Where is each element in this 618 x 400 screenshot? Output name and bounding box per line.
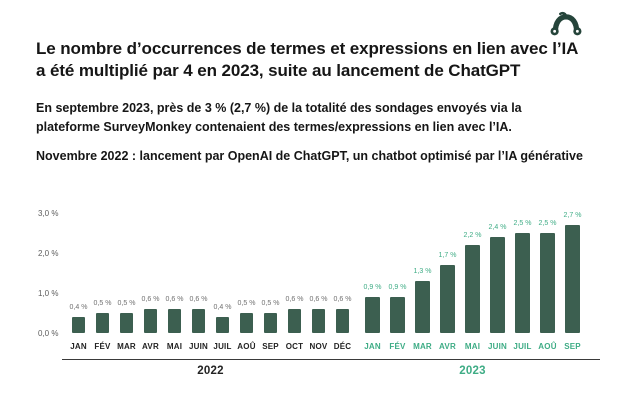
bar-value-label: 0,6 % [141, 296, 160, 303]
bar-value-label: 2,7 % [563, 212, 582, 219]
x-axis-month-label: MAI [464, 342, 481, 351]
chatgpt-launch-note: Novembre 2022 : lancement par OpenAI de … [36, 149, 583, 163]
x-axis-month-label: JUIL [513, 342, 532, 351]
bar-2023-mai [465, 245, 480, 333]
bar-2022-sep [264, 313, 277, 333]
x-axis-month-label: SEP [262, 342, 279, 351]
x-axis-month-label: MAR [117, 342, 136, 351]
x-axis-month-label: JUIN [188, 342, 209, 351]
year-label-2022: 2022 [197, 365, 224, 377]
bar-chart: 0,0 % 1,0 % 2,0 % 3,0 % 0,4 % JAN 0,5 % FÉV 0,5 … [36, 196, 602, 392]
x-axis-month-label: OCT [285, 342, 304, 351]
x-axis-month-label: AVR [439, 342, 456, 351]
bar-2022-avr [144, 309, 157, 333]
x-axis-month-label: FÉV [94, 342, 111, 351]
bar-value-label: 1,7 % [438, 252, 457, 259]
bar-2022-aoû [240, 313, 253, 333]
bar-value-label: 0,6 % [333, 296, 352, 303]
x-axis-month-label: AVR [142, 342, 159, 351]
y-axis-tick-label: 2,0 % [38, 249, 59, 258]
bar-value-label: 0,5 % [261, 300, 280, 307]
bar-2023-sep [565, 225, 580, 333]
bar-value-label: 0,5 % [237, 300, 256, 307]
bar-2022-mar [120, 313, 133, 333]
x-axis-month-label: DÉC [333, 342, 352, 351]
bar-value-label: 0,9 % [363, 284, 382, 291]
bar-value-label: 2,2 % [463, 232, 482, 239]
bar-2022-fév [96, 313, 109, 333]
x-axis-month-label: JAN [70, 342, 87, 351]
bar-2022-juil [216, 317, 229, 333]
bar-2022-juin [192, 309, 205, 333]
x-axis-month-label: NOV [309, 342, 328, 351]
bar-value-label: 2,5 % [513, 220, 532, 227]
y-axis-tick-label: 3,0 % [38, 209, 59, 218]
bar-value-label: 0,4 % [213, 304, 232, 311]
x-axis-month-label: AOÛ [538, 342, 557, 351]
subtitle-text: En septembre 2023, près de 3 % (2,7 %) d… [36, 101, 522, 134]
x-axis-month-label: JUIN [487, 342, 508, 351]
y-axis-tick-label: 0,0 % [38, 329, 59, 338]
x-axis-month-label: AOÛ [237, 342, 256, 351]
bar-value-label: 0,6 % [189, 296, 208, 303]
x-axis-month-label: MAI [166, 342, 183, 351]
x-axis-month-label: MAR [413, 342, 432, 351]
bar-2022-déc [336, 309, 349, 333]
x-axis-line [62, 359, 600, 360]
bar-2022-mai [168, 309, 181, 333]
bar-value-label: 0,9 % [388, 284, 407, 291]
surveymonkey-monkey-icon [550, 11, 582, 36]
x-axis-month-label: JUIL [213, 342, 232, 351]
bar-2023-fév [390, 297, 405, 333]
bar-2023-aoû [540, 233, 555, 333]
y-axis-tick-label: 1,0 % [38, 289, 59, 298]
bar-2023-jan [365, 297, 380, 333]
bar-2023-avr [440, 265, 455, 333]
bar-2023-juin [490, 237, 505, 333]
bar-value-label: 0,5 % [117, 300, 136, 307]
bar-value-label: 1,3 % [413, 268, 432, 275]
bar-value-label: 2,4 % [488, 224, 507, 231]
bar-value-label: 0,6 % [309, 296, 328, 303]
bar-value-label: 0,6 % [285, 296, 304, 303]
bar-2022-oct [288, 309, 301, 333]
x-axis-month-label: FÉV [389, 342, 406, 351]
x-axis-month-label: SEP [564, 342, 581, 351]
bar-2022-nov [312, 309, 325, 333]
year-label-2023: 2023 [459, 365, 486, 377]
bar-2023-juil [515, 233, 530, 333]
x-axis-month-label: JAN [364, 342, 381, 351]
bar-value-label: 0,6 % [165, 296, 184, 303]
bar-value-label: 0,4 % [69, 304, 88, 311]
page-title: Le nombre d’occurrences de termes et exp… [36, 39, 578, 81]
bar-value-label: 0,5 % [93, 300, 112, 307]
bar-2022-jan [72, 317, 85, 333]
bar-value-label: 2,5 % [538, 220, 557, 227]
bar-2023-mar [415, 281, 430, 333]
